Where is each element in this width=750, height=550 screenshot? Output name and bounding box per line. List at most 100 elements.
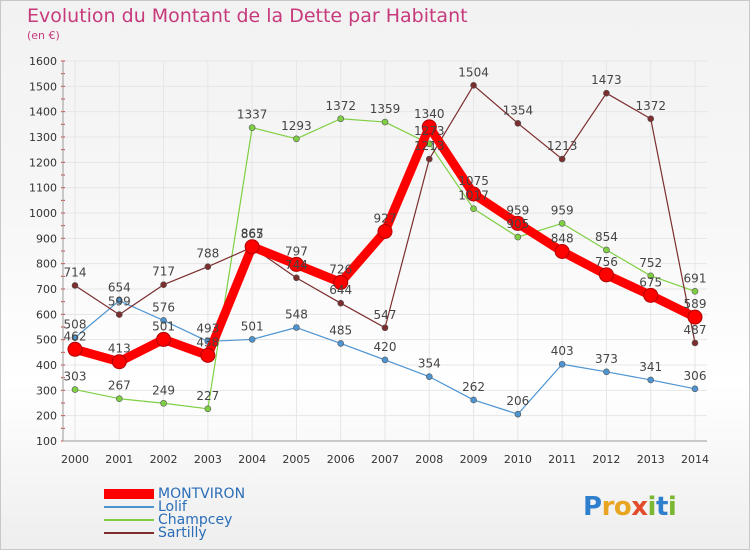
y-tick-label: 900 [36, 232, 57, 245]
data-point [691, 287, 699, 295]
data-label: 644 [329, 283, 352, 297]
data-label: 1504 [458, 65, 489, 79]
data-point [337, 340, 345, 347]
data-point [554, 244, 570, 260]
data-label: 1359 [370, 102, 401, 116]
data-label: 717 [152, 265, 175, 279]
data-label: 501 [152, 319, 175, 333]
y-tick-label: 600 [36, 308, 57, 321]
data-point [603, 89, 610, 97]
data-point [558, 360, 566, 368]
data-label: 1337 [237, 108, 268, 122]
data-label: 1213 [414, 139, 445, 153]
x-tick-label: 2010 [504, 453, 532, 466]
data-label: 867 [241, 227, 264, 241]
data-label: 403 [551, 344, 574, 358]
data-point [200, 347, 216, 363]
y-tick-label: 200 [36, 410, 57, 423]
data-label: 797 [285, 244, 308, 258]
data-label: 848 [551, 232, 574, 246]
data-point [647, 376, 655, 384]
data-label: 1473 [591, 73, 622, 87]
data-label: 354 [418, 357, 441, 371]
logo-letter: i [647, 492, 657, 522]
data-point [514, 410, 522, 418]
data-point [160, 399, 167, 407]
data-point [288, 256, 304, 272]
data-point [691, 385, 699, 393]
data-label: 547 [374, 308, 397, 322]
data-label: 865 [241, 227, 264, 241]
data-point [558, 220, 566, 227]
legend-label: MONTVIRON [158, 486, 246, 502]
x-tick-label: 2011 [548, 453, 576, 466]
legend-item: Champcey [104, 512, 232, 528]
data-point [470, 205, 477, 212]
data-label: 675 [639, 275, 662, 289]
x-tick-label: 2014 [681, 453, 709, 466]
data-label: 420 [374, 340, 397, 354]
y-tick-label: 1500 [29, 80, 57, 93]
data-point [293, 324, 300, 331]
legend-swatch [104, 532, 154, 534]
data-label: 267 [108, 379, 131, 393]
data-point [421, 119, 437, 135]
data-point [603, 368, 610, 376]
y-tick-label: 300 [36, 384, 57, 397]
logo-letter: x [631, 492, 648, 522]
x-tick-label: 2013 [637, 453, 665, 466]
data-point [514, 120, 522, 127]
data-point [643, 287, 659, 303]
data-label: 249 [152, 383, 175, 397]
legend-swatch [104, 519, 154, 521]
data-label: 303 [64, 370, 87, 384]
data-point [204, 263, 212, 271]
data-label: 1340 [414, 107, 445, 121]
logo-letter: i [667, 492, 677, 522]
logo-letter: t [655, 492, 668, 522]
logo-letter: P [583, 492, 602, 522]
data-point [337, 115, 345, 123]
x-tick-label: 2001 [105, 453, 133, 466]
legend-item: Lolif [104, 499, 187, 515]
x-tick-label: 2004 [238, 453, 266, 466]
data-label: 959 [506, 203, 529, 217]
data-point [248, 124, 256, 131]
data-point [71, 386, 79, 393]
data-label: 599 [108, 295, 131, 309]
data-point [381, 118, 389, 126]
data-label: 905 [506, 217, 529, 231]
data-point [598, 267, 614, 283]
data-label: 714 [64, 265, 87, 279]
line-chart: 100 200 300 400 500 600 700 800 900 1000 1100 1200 1… [29, 55, 709, 466]
data-point [647, 272, 655, 280]
data-point [425, 155, 433, 163]
y-tick-label: 700 [36, 283, 57, 296]
x-tick-label: 2002 [150, 453, 178, 466]
data-label: 927 [374, 211, 397, 225]
chart-subtitle: (en €) [27, 29, 60, 42]
data-label: 341 [639, 360, 662, 374]
data-point [425, 373, 433, 380]
y-tick-label: 1200 [29, 156, 57, 169]
data-label: 752 [639, 256, 662, 270]
data-point [204, 405, 212, 413]
legend-swatch [104, 506, 154, 508]
data-label: 654 [108, 281, 131, 295]
data-point [115, 395, 123, 402]
chart-title: Evolution du Montant de la Dette par Hab… [27, 5, 468, 27]
y-tick-label: 1400 [29, 106, 57, 119]
data-point [160, 317, 167, 324]
data-label: 493 [196, 321, 219, 335]
data-point [510, 215, 526, 231]
x-tick-label: 2008 [415, 453, 443, 466]
data-label: 1372 [325, 99, 356, 113]
data-label: 1075 [458, 174, 489, 188]
logo-letter: o [613, 492, 632, 522]
data-label: 1293 [281, 119, 312, 133]
data-label: 959 [551, 203, 574, 217]
data-label: 726 [329, 262, 352, 276]
data-label: 744 [285, 258, 308, 272]
data-point [156, 331, 172, 347]
data-label: 1017 [458, 189, 489, 203]
